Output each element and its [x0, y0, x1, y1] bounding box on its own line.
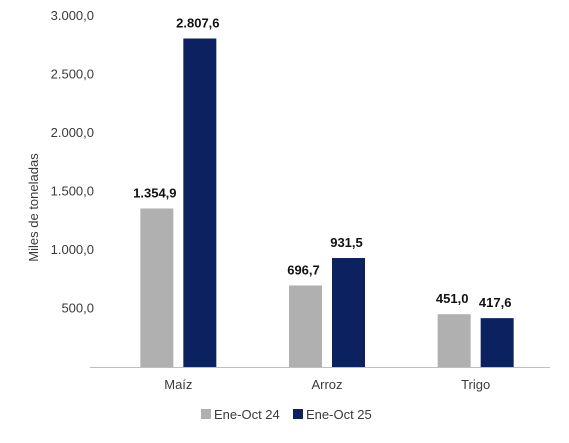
bar[interactable] [480, 318, 514, 367]
x-category-label: Arroz [311, 377, 342, 392]
bar[interactable] [140, 208, 174, 367]
bar[interactable] [183, 38, 217, 367]
y-tick-label: 2.000,0 [51, 125, 94, 140]
y-tick-label: - [90, 359, 94, 374]
x-category-label: Maíz [164, 377, 192, 392]
y-tick-label: 500,0 [61, 301, 94, 316]
data-label: 451,0 [436, 291, 469, 306]
x-category-label: Trigo [461, 377, 490, 392]
legend-swatch [201, 409, 211, 419]
data-label: 2.807,6 [176, 16, 219, 31]
data-label: 696,7 [287, 262, 320, 277]
y-axis-title: Miles de toneladas [26, 153, 41, 262]
legend-label: Ene-Oct 25 [306, 407, 372, 422]
bar[interactable] [437, 314, 471, 367]
y-tick-label: 1.000,0 [51, 242, 94, 257]
y-tick-label: 2.500,0 [51, 67, 94, 82]
y-tick-label: 3.000,0 [51, 8, 94, 23]
data-label: 1.354,9 [133, 185, 176, 200]
data-label: 417,6 [479, 295, 512, 310]
data-label: 931,5 [330, 235, 363, 250]
bar[interactable] [289, 285, 322, 367]
legend-label: Ene-Oct 24 [214, 407, 280, 422]
legend-swatch [293, 409, 303, 419]
y-tick-label: 1.500,0 [51, 184, 94, 199]
bar[interactable] [332, 258, 365, 367]
